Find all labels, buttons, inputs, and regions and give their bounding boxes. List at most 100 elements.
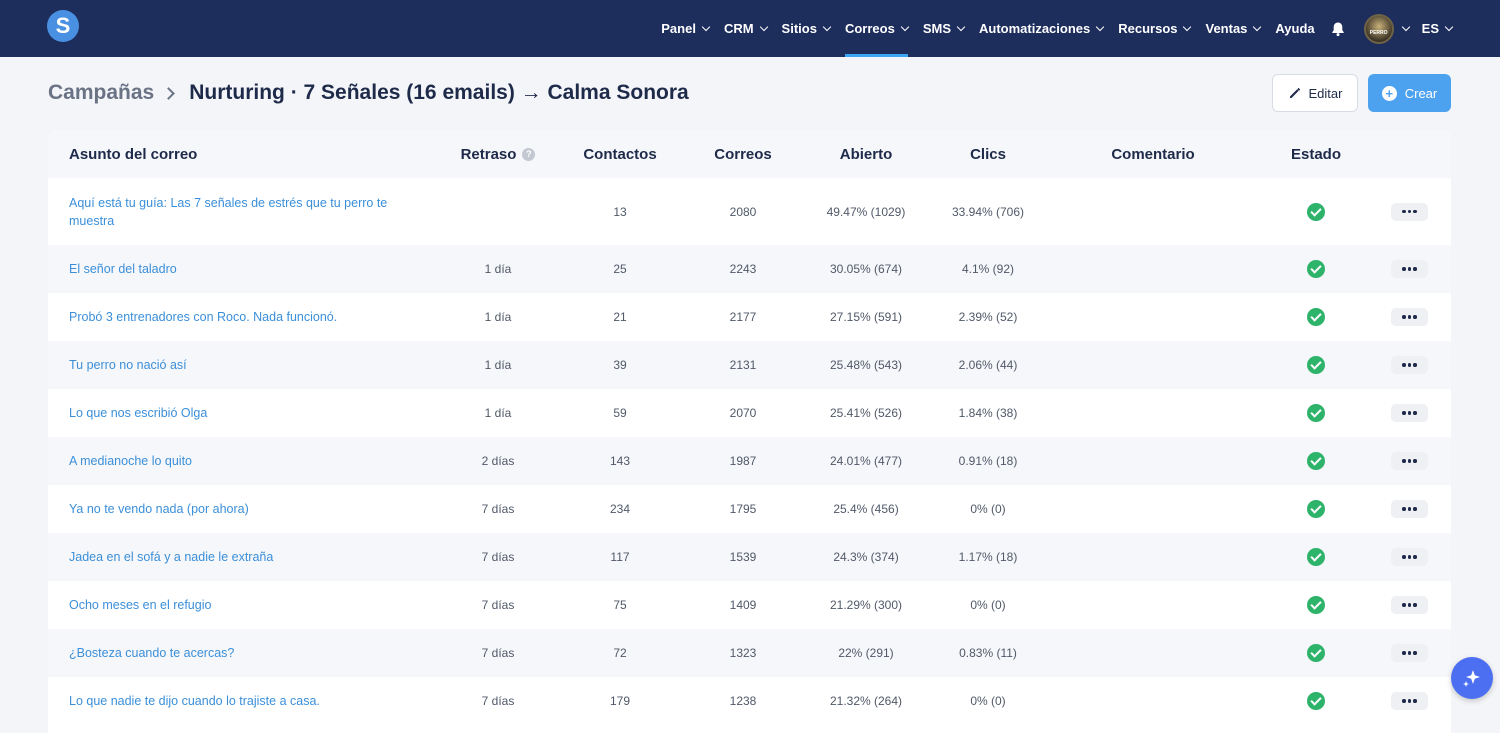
more-options-icon[interactable]	[1391, 202, 1428, 221]
edit-label: Editar	[1308, 85, 1343, 101]
col-clicks[interactable]: Clics	[970, 145, 1006, 163]
subject-link[interactable]: Probó 3 entrenadores con Roco. Nada func…	[69, 310, 338, 324]
create-button[interactable]: + Crear	[1368, 74, 1451, 112]
ai-assistant-button[interactable]	[1451, 657, 1493, 699]
subject-link[interactable]: Lo que nos escribió Olga	[69, 406, 208, 420]
status-check-icon[interactable]	[1307, 404, 1325, 422]
cell-subject: Jadea en el sofá y a nadie le extraña	[69, 533, 409, 581]
status-check-icon[interactable]	[1307, 692, 1325, 710]
more-options-icon[interactable]	[1391, 644, 1428, 662]
cell-subject: Probó 3 entrenadores con Roco. Nada func…	[69, 293, 409, 341]
more-options-icon[interactable]	[1391, 260, 1428, 278]
subject-link[interactable]: ¿Bosteza cuando te acercas?	[69, 646, 235, 660]
status-check-icon[interactable]	[1307, 356, 1325, 374]
chevron-down-icon	[1253, 22, 1262, 31]
page-title: Nurturing · 7 Señales (16 emails) → Calm…	[189, 81, 689, 104]
more-options-icon[interactable]	[1391, 596, 1428, 614]
user-avatar[interactable]: PERRO	[1363, 13, 1394, 44]
more-options-icon[interactable]	[1391, 692, 1428, 710]
cell-status	[1266, 293, 1366, 341]
cell-emails: 2243	[729, 262, 757, 276]
plus-circle-icon: +	[1381, 85, 1397, 101]
cell-comment	[1083, 485, 1223, 533]
col-delay[interactable]: Retraso?	[448, 130, 548, 178]
chevron-right-icon	[162, 86, 176, 100]
cell-delay: 7 días	[481, 502, 515, 516]
nav-panel[interactable]: Panel	[661, 0, 711, 57]
breadcrumb-root[interactable]: Campañas	[48, 81, 155, 104]
cell-emails: 2177	[729, 310, 757, 324]
table-row: Aquí está tu guía: Las 7 señales de estr…	[48, 178, 1451, 245]
subject-link[interactable]: Ya no te vendo nada (por ahora)	[69, 502, 249, 516]
cell-comment	[1083, 437, 1223, 485]
cell-status	[1266, 677, 1366, 725]
subject-link[interactable]: Lo que nadie te dijo cuando lo trajiste …	[69, 694, 320, 708]
chevron-down-icon	[900, 22, 910, 31]
bell-icon[interactable]	[1330, 21, 1346, 37]
cell-opened: 25.41% (526)	[829, 406, 903, 420]
status-check-icon[interactable]	[1307, 548, 1325, 566]
status-check-icon[interactable]	[1307, 202, 1325, 221]
more-options-icon[interactable]	[1391, 548, 1428, 566]
status-check-icon[interactable]	[1307, 308, 1325, 326]
language-selector[interactable]: ES	[1422, 0, 1454, 57]
cell-status	[1266, 437, 1366, 485]
help-icon[interactable]: ?	[522, 147, 536, 161]
subject-link[interactable]: Tu perro no nació así	[69, 358, 187, 372]
cell-delay: 1 día	[484, 358, 512, 372]
cell-clicks: 1.84% (38)	[958, 406, 1018, 420]
cell-actions	[1391, 581, 1428, 629]
cell-opened: 25.4% (456)	[833, 502, 899, 516]
edit-button[interactable]: Editar	[1272, 74, 1358, 112]
col-status[interactable]: Estado	[1290, 145, 1341, 163]
app-logo[interactable]: S	[47, 10, 79, 42]
cell-emails: 1323	[729, 646, 757, 660]
avatar-chevron-down-icon[interactable]	[1401, 22, 1410, 31]
cell-delay	[448, 178, 548, 245]
nav-recursos[interactable]: Recursos	[1118, 0, 1192, 57]
pencil-icon	[1289, 88, 1300, 98]
col-comment[interactable]: Comentario	[1111, 145, 1195, 163]
nav-crm[interactable]: CRM	[724, 0, 768, 57]
nav-ayuda[interactable]: Ayuda	[1275, 0, 1314, 57]
table-row: El señor del taladro 1 día 25 2243 30.05% (6…	[48, 245, 1451, 293]
subject-link[interactable]: A medianoche lo quito	[69, 454, 193, 468]
cell-actions	[1391, 245, 1428, 293]
status-check-icon[interactable]	[1307, 452, 1325, 470]
cell-opened: 24.3% (374)	[833, 550, 899, 564]
cell-contacts: 39	[613, 358, 627, 372]
nav-ventas[interactable]: Ventas	[1205, 0, 1262, 57]
status-check-icon[interactable]	[1307, 596, 1325, 614]
cell-opened: 49.47% (1029)	[826, 204, 906, 219]
col-opened[interactable]: Abierto	[839, 145, 893, 163]
nav-sms[interactable]: SMS	[923, 0, 966, 57]
cell-clicks: 33.94% (706)	[951, 204, 1025, 219]
more-options-icon[interactable]	[1391, 356, 1428, 374]
status-check-icon[interactable]	[1307, 260, 1325, 278]
col-emails[interactable]: Correos	[714, 145, 772, 163]
cell-comment	[1083, 677, 1223, 725]
nav-sitios[interactable]: Sitios	[782, 0, 832, 57]
cell-opened: 21.29% (300)	[829, 598, 903, 612]
cell-comment	[1083, 533, 1223, 581]
subject-link[interactable]: Aquí está tu guía: Las 7 señales de estr…	[69, 195, 388, 228]
subject-link[interactable]: Ocho meses en el refugio	[69, 598, 212, 612]
cell-delay: 1 día	[484, 310, 512, 324]
table-row: Tu perro no nació así 1 día 39 2131 25.48% (…	[48, 341, 1451, 389]
more-options-icon[interactable]	[1391, 404, 1428, 422]
cell-delay: 7 días	[481, 646, 515, 660]
nav-label: Panel	[661, 21, 696, 36]
more-options-icon[interactable]	[1391, 308, 1428, 326]
cell-contacts: 25	[613, 262, 627, 276]
nav-correos[interactable]: Correos	[844, 0, 910, 57]
status-check-icon[interactable]	[1307, 500, 1325, 518]
col-contacts[interactable]: Contactos	[583, 145, 657, 163]
col-subject[interactable]: Asunto del correo	[69, 145, 198, 163]
nav-automatizaciones[interactable]: Automatizaciones	[979, 0, 1105, 57]
more-options-icon[interactable]	[1391, 452, 1428, 470]
cell-subject: A medianoche lo quito	[69, 437, 409, 485]
status-check-icon[interactable]	[1307, 644, 1325, 662]
subject-link[interactable]: El señor del taladro	[69, 262, 177, 276]
subject-link[interactable]: Jadea en el sofá y a nadie le extraña	[69, 550, 274, 564]
more-options-icon[interactable]	[1391, 500, 1428, 518]
